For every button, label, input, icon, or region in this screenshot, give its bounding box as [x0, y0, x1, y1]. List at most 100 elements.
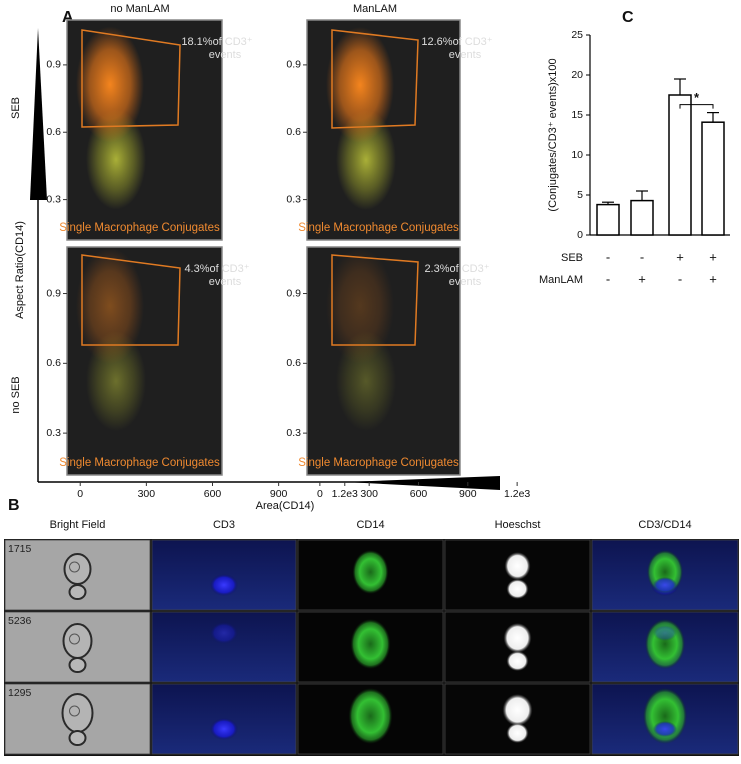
significance-bracket: [679, 104, 714, 109]
y-tick-label: 0.3: [286, 427, 301, 439]
cd3-signal: [653, 577, 677, 593]
condition-sign: -: [678, 271, 682, 286]
panel-label: C: [622, 9, 634, 26]
column-title: no ManLAM: [110, 3, 169, 15]
axis-wedge: [345, 476, 500, 490]
y-tick-label: 0.3: [46, 427, 61, 439]
row-label: no SEB: [10, 376, 22, 413]
y-tick-label: 0.9: [286, 287, 301, 299]
gate-percentage: 4.3%of CD3⁺: [184, 263, 249, 275]
cd3-signal: [653, 625, 677, 641]
cell-border: [297, 611, 444, 683]
y-tick-label: 0.9: [46, 287, 61, 299]
cd3-signal: [653, 721, 677, 737]
cd3-signal: [210, 574, 238, 596]
condition-sign: -: [606, 271, 610, 286]
y-tick-label: 15: [571, 109, 583, 121]
axis-wedge: [30, 28, 47, 200]
y-tick-label: 0.6: [286, 126, 301, 138]
y-tick-label: 20: [571, 69, 583, 81]
event-cloud: [326, 248, 394, 364]
event-id: 5236: [8, 615, 32, 627]
y-tick-label: 25: [571, 29, 583, 41]
cell-texture: [69, 633, 80, 645]
y-tick-label: 5: [577, 189, 583, 201]
cell-outline: [68, 730, 87, 746]
bar: [630, 199, 654, 236]
cell-outline: [68, 657, 87, 673]
cell-border: [297, 683, 444, 755]
significance: *: [694, 90, 700, 105]
x-tick-label: 900: [459, 488, 477, 500]
panel-a: Single Macrophage Conjugates 18.1%of CD3⁺…: [46, 19, 530, 500]
gate-percentage: 2.3%of CD3⁺: [424, 263, 489, 275]
y-axis-label: (Conjugates/CD3⁺ events)x100: [547, 58, 559, 211]
y-tick-label: 0.9: [286, 59, 301, 71]
cell-texture: [69, 561, 80, 573]
cd14-signal: [350, 619, 391, 669]
bar: [701, 121, 725, 236]
column-title: CD3: [213, 519, 235, 531]
condition-sign: +: [638, 271, 646, 286]
cell-border: [4, 539, 151, 611]
nucleus: [502, 694, 533, 726]
condition-name: ManLAM: [539, 274, 583, 286]
cell-border: [4, 611, 151, 683]
gate-label: Single Macrophage Conjugates: [59, 222, 220, 234]
column-title: CD14: [356, 519, 384, 531]
cell-border: [444, 611, 591, 683]
x-tick-label: 600: [410, 488, 428, 500]
row-label: SEB: [10, 97, 22, 119]
event-cloud: [76, 26, 144, 143]
cell-outline: [61, 693, 94, 733]
y-tick-label: 0.3: [286, 193, 301, 205]
cell-outline: [68, 584, 87, 600]
x-tick-label: 1.2e3: [504, 488, 530, 500]
x-tick-label: 0: [77, 488, 83, 500]
cell-border: [151, 539, 297, 611]
gate-percentage: 12.6%of CD3⁺: [421, 36, 492, 48]
event-cloud: [76, 248, 144, 364]
column-title: Bright Field: [50, 519, 106, 531]
scatter-plot: Single Macrophage Conjugates 18.1%of CD3⁺…: [59, 19, 253, 241]
x-tick-label: 300: [138, 488, 156, 500]
gate: [331, 254, 419, 346]
panel-label: B: [8, 497, 20, 514]
gate-percentage: events: [449, 276, 482, 288]
panel-c: (Conjugates/CD3⁺ events)x100 0 5 10 15 20 25 * S…: [539, 29, 730, 286]
x-tick-label: 1.2e3: [332, 488, 358, 500]
cell-border: [151, 683, 297, 755]
cell-border: [444, 683, 591, 755]
event-id: 1715: [8, 543, 32, 555]
x-axis-label: Area(CD14): [256, 500, 315, 512]
column-title: Hoeschst: [495, 519, 541, 531]
column-title: CD3/CD14: [638, 519, 691, 531]
cell-border: [591, 611, 739, 683]
nucleus: [506, 579, 529, 599]
cd14-signal: [352, 550, 389, 594]
column-title: ManLAM: [353, 3, 397, 15]
y-tick-label: 0: [577, 229, 583, 241]
x-tick-label: 0: [317, 488, 323, 500]
condition-sign: -: [640, 249, 644, 264]
cell-outline: [63, 553, 92, 585]
y-axis-label: Aspect Ratio(CD14): [14, 221, 26, 319]
cell-border: [444, 539, 591, 611]
gate-label: Single Macrophage Conjugates: [298, 457, 459, 469]
nucleus: [504, 552, 531, 580]
gate-percentage: events: [209, 49, 242, 61]
gate-label: Single Macrophage Conjugates: [298, 222, 459, 234]
bar: [596, 203, 620, 236]
nucleus: [506, 651, 529, 671]
scatter-plot: Single Macrophage Conjugates 12.6%of CD3⁺…: [298, 19, 493, 241]
cell-texture: [69, 705, 80, 717]
x-tick-label: 300: [360, 488, 378, 500]
gate-percentage: 18.1%of CD3⁺: [181, 36, 252, 48]
gate-percentage: events: [209, 276, 242, 288]
nucleus: [503, 623, 532, 653]
cd14-signal: [348, 688, 393, 744]
cd3-signal: [210, 622, 238, 644]
y-tick-label: 0.3: [46, 193, 61, 205]
x-tick-label: 600: [204, 488, 222, 500]
